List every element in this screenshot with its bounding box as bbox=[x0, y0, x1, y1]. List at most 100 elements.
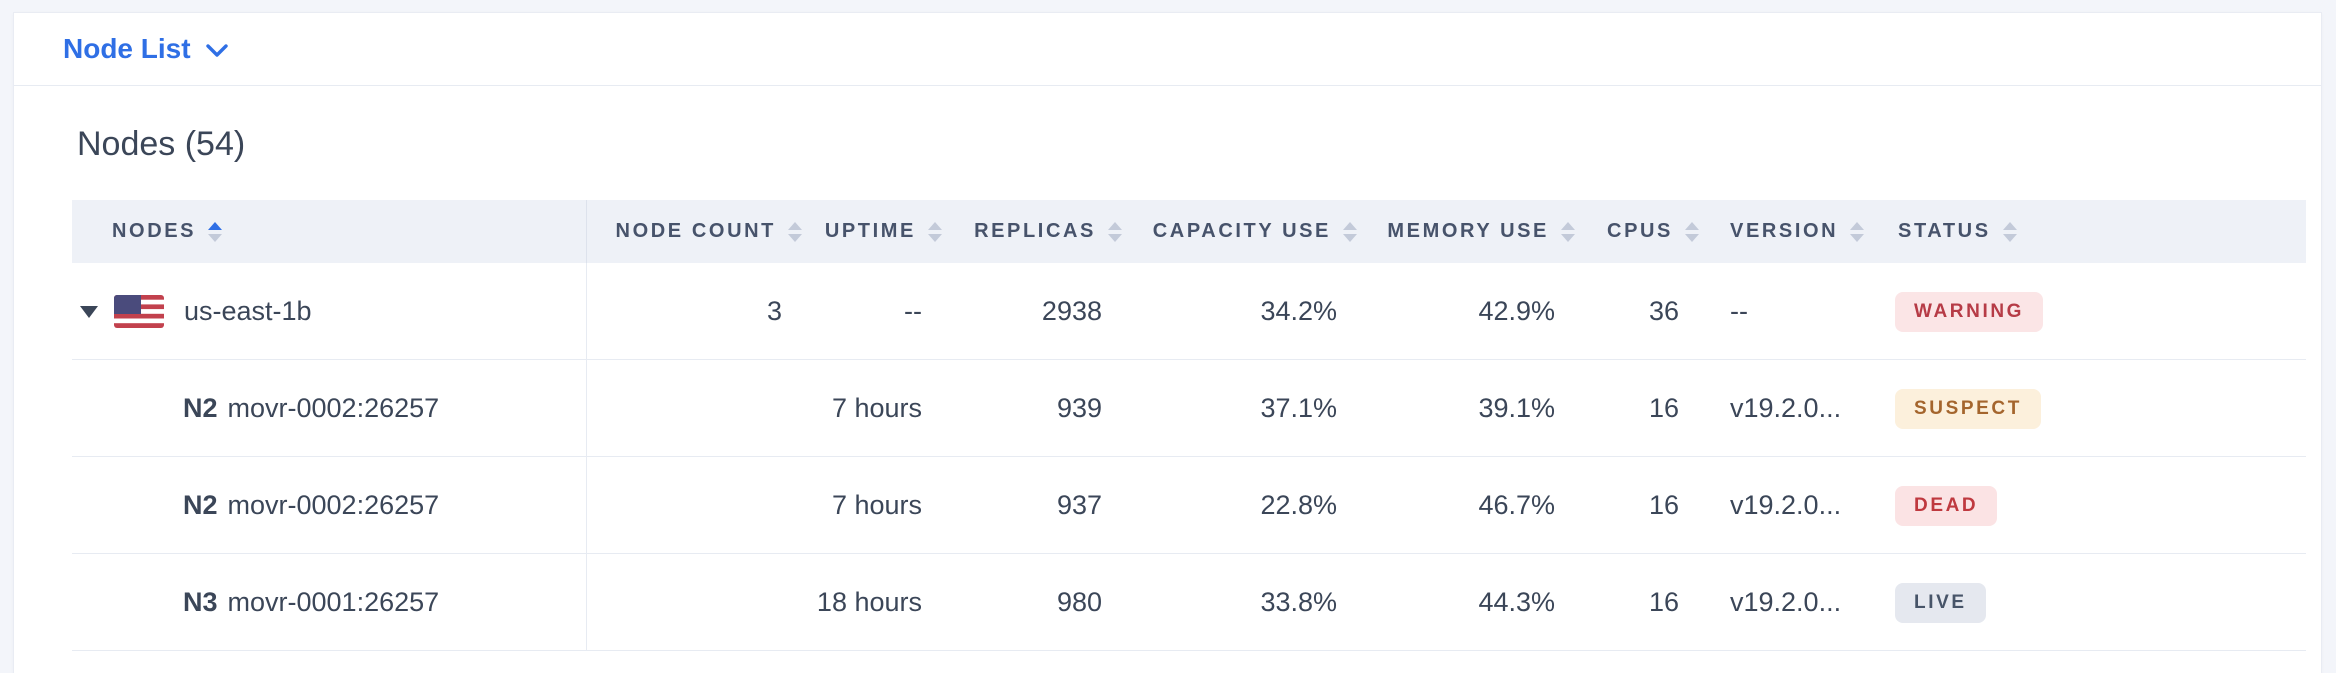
sort-icon[interactable] bbox=[1685, 221, 1699, 242]
sort-asc-arrow-icon bbox=[1343, 221, 1357, 230]
sort-desc-arrow-icon bbox=[208, 233, 223, 242]
sort-asc-arrow-icon bbox=[1561, 221, 1575, 230]
column-header-node-count[interactable]: NODE COUNT bbox=[587, 200, 810, 263]
column-label: CAPACITY USE bbox=[1152, 220, 1331, 242]
sort-icon[interactable] bbox=[788, 221, 802, 242]
status-cell: LIVE bbox=[1875, 582, 2306, 623]
collapse-triangle-icon[interactable] bbox=[80, 305, 98, 318]
sort-desc-arrow-icon bbox=[788, 233, 802, 242]
capacity-use-cell: 22.8% bbox=[1260, 490, 1337, 520]
us-flag-icon bbox=[114, 295, 164, 328]
node-id: N3 bbox=[183, 587, 218, 617]
sort-asc-arrow-icon bbox=[928, 221, 942, 230]
memory-use-cell: 46.7% bbox=[1478, 490, 1555, 520]
sort-icon[interactable] bbox=[1108, 221, 1122, 242]
column-label: MEMORY USE bbox=[1387, 220, 1549, 242]
table-row[interactable]: N2 movr-0002:26257 7 hours 939 37.1% 39.1% 16 v… bbox=[72, 360, 2306, 457]
nodes-cell: N2 movr-0002:26257 bbox=[72, 457, 587, 554]
table-row[interactable]: N3 movr-0001:26257 18 hours 980 33.8% 44.3% 16… bbox=[72, 554, 2306, 651]
nodes-cell: N2 movr-0002:26257 bbox=[72, 360, 587, 457]
sort-icon[interactable] bbox=[2002, 221, 2017, 242]
column-label: REPLICAS bbox=[974, 220, 1096, 242]
column-header-replicas[interactable]: REPLICAS bbox=[950, 200, 1130, 263]
sort-asc-arrow-icon bbox=[1850, 221, 1865, 230]
sort-desc-arrow-icon bbox=[1343, 233, 1357, 242]
status-cell: SUSPECT bbox=[1875, 388, 2306, 429]
sort-icon[interactable] bbox=[1343, 221, 1357, 242]
capacity-use-cell: 37.1% bbox=[1260, 393, 1337, 423]
column-label: CPUS bbox=[1607, 220, 1673, 242]
capacity-use-cell: 34.2% bbox=[1260, 296, 1337, 326]
table-row[interactable]: N2 movr-0002:26257 7 hours 937 22.8% 46.7% 16 v… bbox=[72, 457, 2306, 554]
sort-asc-arrow-icon bbox=[788, 221, 802, 230]
replicas-cell: 939 bbox=[1056, 393, 1102, 423]
sort-asc-arrow-icon bbox=[1685, 221, 1699, 230]
node-address: movr-0002:26257 bbox=[227, 490, 440, 520]
status-badge: LIVE bbox=[1895, 582, 1986, 623]
view-selector-dropdown[interactable]: Node List bbox=[63, 33, 228, 65]
status-cell: DEAD bbox=[1875, 485, 2306, 526]
uptime-cell: 7 hours bbox=[831, 393, 922, 423]
sort-desc-arrow-icon bbox=[1108, 233, 1122, 242]
node-address: movr-0002:26257 bbox=[227, 393, 440, 423]
column-header-uptime[interactable]: UPTIME bbox=[810, 200, 950, 263]
status-cell: WARNING bbox=[1875, 291, 2306, 332]
memory-use-cell: 44.3% bbox=[1478, 587, 1555, 617]
capacity-use-cell: 33.8% bbox=[1260, 587, 1337, 617]
column-label: UPTIME bbox=[824, 220, 916, 242]
uptime-cell: 7 hours bbox=[831, 490, 922, 520]
node-id: N2 bbox=[183, 393, 218, 423]
cpus-cell: 36 bbox=[1648, 296, 1679, 326]
cpus-cell: 16 bbox=[1648, 490, 1679, 520]
node-count-cell: 3 bbox=[766, 296, 782, 326]
column-label: NODE COUNT bbox=[615, 220, 776, 242]
sort-desc-arrow-icon bbox=[2002, 233, 2017, 242]
sort-icon[interactable] bbox=[928, 221, 942, 242]
column-header-capacity-use[interactable]: CAPACITY USE bbox=[1130, 200, 1365, 263]
card-header: Node List bbox=[14, 13, 2321, 86]
sort-icon[interactable] bbox=[208, 221, 223, 242]
page-title: Nodes (54) bbox=[77, 125, 246, 163]
chevron-down-icon bbox=[205, 43, 228, 58]
table-row[interactable]: us-east-1b 3 -- 2938 34.2% 42.9% 36 -- WARNING bbox=[72, 263, 2306, 360]
node-id: N2 bbox=[183, 490, 218, 520]
column-label: VERSION bbox=[1730, 220, 1839, 242]
table-header-row: NODES NODE COUNT UPTIME REPLICAS CAPACITY US… bbox=[72, 200, 2306, 263]
version-cell: v19.2.0... bbox=[1730, 490, 1842, 520]
sort-asc-arrow-icon bbox=[208, 221, 223, 230]
sort-asc-arrow-icon bbox=[2002, 221, 2017, 230]
status-badge: WARNING bbox=[1895, 291, 2044, 332]
replicas-cell: 937 bbox=[1056, 490, 1102, 520]
column-header-status[interactable]: STATUS bbox=[1875, 200, 2306, 263]
sort-desc-arrow-icon bbox=[1685, 233, 1699, 242]
column-header-version[interactable]: VERSION bbox=[1707, 200, 1875, 263]
node-address: movr-0001:26257 bbox=[227, 587, 440, 617]
sort-desc-arrow-icon bbox=[1561, 233, 1575, 242]
column-header-memory-use[interactable]: MEMORY USE bbox=[1365, 200, 1583, 263]
status-badge: DEAD bbox=[1895, 485, 1998, 526]
cpus-cell: 16 bbox=[1648, 393, 1679, 423]
replicas-cell: 980 bbox=[1056, 587, 1102, 617]
memory-use-cell: 42.9% bbox=[1478, 296, 1555, 326]
version-cell: v19.2.0... bbox=[1730, 587, 1842, 617]
column-header-nodes[interactable]: NODES bbox=[72, 200, 587, 263]
sort-desc-arrow-icon bbox=[928, 233, 942, 242]
version-cell: v19.2.0... bbox=[1730, 393, 1842, 423]
cpus-cell: 16 bbox=[1648, 587, 1679, 617]
sort-desc-arrow-icon bbox=[1850, 233, 1865, 242]
version-cell: -- bbox=[1730, 296, 1748, 326]
column-header-cpus[interactable]: CPUS bbox=[1583, 200, 1707, 263]
sort-icon[interactable] bbox=[1561, 221, 1575, 242]
uptime-cell: 18 hours bbox=[816, 587, 922, 617]
column-label: STATUS bbox=[1898, 220, 1991, 242]
region-name: us-east-1b bbox=[184, 296, 312, 326]
replicas-cell: 2938 bbox=[1041, 296, 1102, 326]
nodes-cell: us-east-1b bbox=[72, 263, 587, 360]
nodes-cell: N3 movr-0001:26257 bbox=[72, 554, 587, 651]
node-list-card: Node List Nodes (54) NODES NODE COUNT UPTI… bbox=[14, 13, 2321, 673]
view-selector-label: Node List bbox=[63, 33, 191, 64]
sort-icon[interactable] bbox=[1850, 221, 1865, 242]
column-label: NODES bbox=[112, 220, 197, 242]
status-badge: SUSPECT bbox=[1895, 388, 2041, 429]
uptime-cell: -- bbox=[904, 296, 922, 326]
